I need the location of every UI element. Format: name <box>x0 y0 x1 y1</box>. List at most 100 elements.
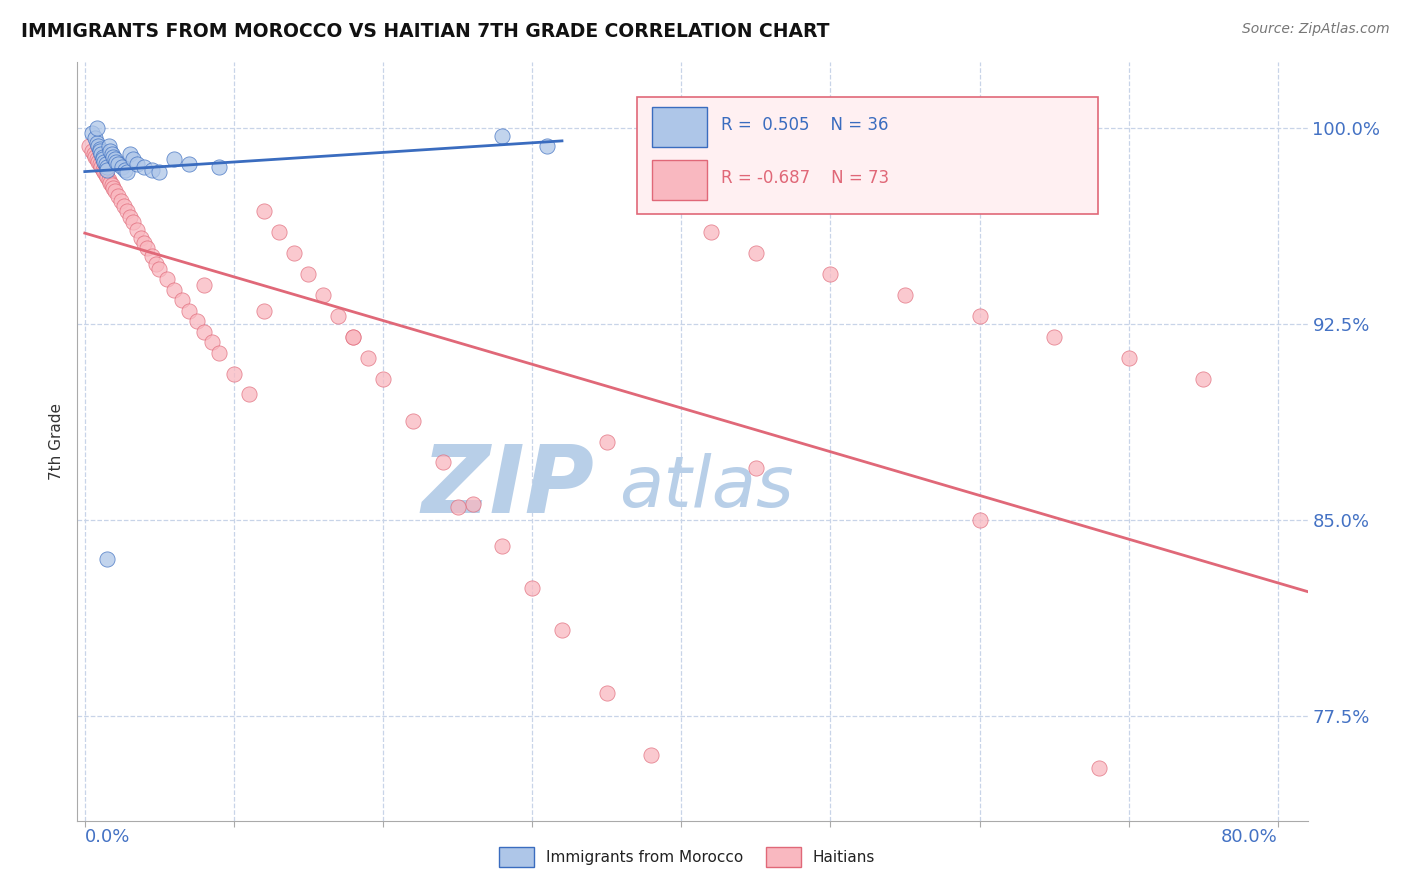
Point <box>94 168 117 182</box>
Point <box>100 147 122 161</box>
Point <box>148 262 170 277</box>
Point <box>208 345 231 359</box>
Point <box>461 497 484 511</box>
Point <box>125 223 148 237</box>
Point <box>342 330 364 344</box>
Point <box>894 288 917 302</box>
Point <box>131 230 153 244</box>
Point <box>969 309 991 323</box>
Point <box>86 120 108 135</box>
Point <box>84 150 107 164</box>
Point <box>96 170 118 185</box>
Point <box>820 267 842 281</box>
Point <box>104 152 127 166</box>
Point <box>98 145 121 159</box>
Point <box>238 387 260 401</box>
Text: IMMIGRANTS FROM MOROCCO VS HAITIAN 7TH GRADE CORRELATION CHART: IMMIGRANTS FROM MOROCCO VS HAITIAN 7TH G… <box>21 22 830 41</box>
Point <box>186 314 208 328</box>
Point <box>1118 351 1140 365</box>
Text: Source: ZipAtlas.com: Source: ZipAtlas.com <box>1241 22 1389 37</box>
Point <box>104 184 127 198</box>
Point <box>520 581 543 595</box>
Text: ZIP: ZIP <box>422 441 595 533</box>
Point <box>115 204 138 219</box>
Text: R =  0.505    N = 36: R = 0.505 N = 36 <box>721 116 889 135</box>
Text: Haitians: Haitians <box>813 850 875 864</box>
Point <box>89 145 111 159</box>
Point <box>141 249 163 263</box>
Point <box>700 226 723 240</box>
Point <box>200 335 222 350</box>
Point <box>115 165 138 179</box>
Point <box>640 748 662 763</box>
Text: atlas: atlas <box>619 452 793 522</box>
Point <box>208 160 231 174</box>
Point <box>96 160 118 174</box>
FancyBboxPatch shape <box>652 107 707 146</box>
FancyBboxPatch shape <box>637 96 1098 214</box>
Point <box>86 136 108 151</box>
Point <box>86 152 108 166</box>
Point <box>101 181 124 195</box>
Point <box>297 267 319 281</box>
Point <box>91 152 114 166</box>
Point <box>82 145 104 159</box>
Point <box>87 154 110 169</box>
Point <box>100 178 122 193</box>
Point <box>371 372 394 386</box>
Point <box>222 367 245 381</box>
Point <box>112 199 135 213</box>
Point <box>1043 330 1066 344</box>
Point <box>93 165 115 179</box>
Point <box>283 246 305 260</box>
Point <box>328 309 350 323</box>
Point <box>134 160 156 174</box>
Point <box>491 128 513 143</box>
Point <box>491 539 513 553</box>
Point <box>97 139 120 153</box>
Point <box>107 157 129 171</box>
FancyBboxPatch shape <box>652 161 707 200</box>
Point <box>163 152 186 166</box>
Point <box>179 157 201 171</box>
Point <box>1088 761 1111 775</box>
Point <box>118 147 141 161</box>
Point <box>253 303 276 318</box>
Point <box>105 154 128 169</box>
Point <box>342 330 364 344</box>
Point <box>87 139 110 153</box>
Point <box>118 210 141 224</box>
Point <box>141 162 163 177</box>
Point <box>357 351 380 365</box>
Point <box>267 226 290 240</box>
Point <box>596 685 619 699</box>
Point <box>745 460 768 475</box>
Point <box>89 157 111 171</box>
Point <box>170 293 193 308</box>
Point <box>107 188 129 202</box>
Point <box>84 131 107 145</box>
Point <box>253 204 276 219</box>
Point <box>101 150 124 164</box>
Point <box>156 272 179 286</box>
Point <box>745 246 768 260</box>
Point <box>193 325 215 339</box>
Y-axis label: 7th Grade: 7th Grade <box>49 403 65 480</box>
Text: 0.0%: 0.0% <box>84 829 131 847</box>
Point <box>93 154 115 169</box>
Point <box>125 157 148 171</box>
Point <box>97 173 120 187</box>
Point <box>134 235 156 250</box>
Point <box>145 257 167 271</box>
Text: Immigrants from Morocco: Immigrants from Morocco <box>546 850 742 864</box>
Point <box>91 150 114 164</box>
Point <box>96 162 118 177</box>
Point <box>148 165 170 179</box>
Point <box>121 152 143 166</box>
Point <box>551 623 574 637</box>
Text: R = -0.687    N = 73: R = -0.687 N = 73 <box>721 169 889 187</box>
Point <box>432 455 454 469</box>
Point <box>98 176 121 190</box>
Point <box>163 283 186 297</box>
Point <box>446 500 468 514</box>
